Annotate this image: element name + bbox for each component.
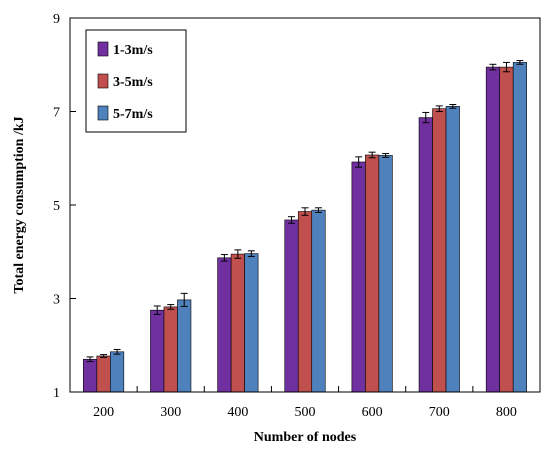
error-bar-1-3m/s-300 <box>153 305 161 315</box>
error-bar-5-7m/s-400 <box>247 250 255 257</box>
bar-3-5m/s-400 <box>230 253 245 393</box>
x-axis: 200 300 400 500 600 700 800 <box>69 386 541 420</box>
bar-1-3m/s-800 <box>485 66 500 393</box>
error-bar-3-5m/s-200 <box>100 354 108 358</box>
y-axis: 1 3 5 7 9 <box>53 12 76 401</box>
bar-3-5m/s-700 <box>432 108 447 393</box>
y-tick-label: 9 <box>53 12 60 27</box>
bar-3-5m/s-500 <box>297 211 313 393</box>
x-tick-label: 600 <box>362 405 383 420</box>
error-bar-1-3m/s-600 <box>355 156 363 168</box>
x-tick-label: 700 <box>429 405 450 420</box>
error-bar-1-3m/s-800 <box>489 63 497 71</box>
x-tick-label: 800 <box>496 405 517 420</box>
error-bar-1-3m/s-500 <box>288 216 295 224</box>
bar-5-7m/s-400 <box>244 253 259 393</box>
error-bar-1-3m/s-400 <box>220 254 228 262</box>
bar-1-3m/s-600 <box>351 161 366 393</box>
bar-3-5m/s-800 <box>499 66 514 393</box>
x-tick-label: 400 <box>227 405 248 420</box>
legend-item-3-5m/s: 3-5m/s <box>97 73 153 90</box>
error-bar-1-3m/s-200 <box>86 356 94 363</box>
error-bars-layer <box>86 60 524 363</box>
y-axis-title: Total energy consumption /kJ <box>12 116 27 293</box>
x-tick-label: 200 <box>93 405 114 420</box>
legend-item-5-7m/s: 5-7m/s <box>97 105 153 122</box>
bar-5-7m/s-500 <box>311 209 326 393</box>
error-bar-3-5m/s-700 <box>435 105 443 112</box>
legend-label: 5-7m/s <box>113 107 153 122</box>
error-bar-5-7m/s-300 <box>180 292 188 307</box>
x-tick-label: 300 <box>160 405 181 420</box>
x-axis-title: Number of nodes <box>254 430 357 445</box>
bar-5-7m/s-800 <box>512 62 527 393</box>
legend-swatch <box>97 73 109 89</box>
error-bar-3-5m/s-800 <box>502 61 510 73</box>
y-tick-label: 5 <box>53 199 60 214</box>
error-bar-5-7m/s-600 <box>382 153 390 158</box>
error-bar-5-7m/s-200 <box>113 348 121 355</box>
x-tick-label: 500 <box>295 405 316 420</box>
bar-5-7m/s-200 <box>110 351 125 393</box>
error-bar-5-7m/s-700 <box>449 103 457 109</box>
legend: 1-3m/s 3-5m/s 5-7m/s <box>85 29 187 133</box>
y-tick-label: 7 <box>53 106 60 121</box>
bar-1-3m/s-500 <box>284 219 299 393</box>
legend-label: 1-3m/s <box>113 43 153 58</box>
error-bar-3-5m/s-500 <box>301 207 309 216</box>
bar-5-7m/s-700 <box>445 106 460 393</box>
bar-3-5m/s-600 <box>365 154 380 393</box>
error-bar-3-5m/s-300 <box>167 304 175 310</box>
y-tick-label: 1 <box>53 386 60 401</box>
bar-5-7m/s-300 <box>177 299 192 393</box>
bars-layer <box>83 62 527 393</box>
error-bar-5-7m/s-800 <box>516 60 524 65</box>
error-bar-1-3m/s-700 <box>422 111 430 124</box>
error-bar-5-7m/s-500 <box>315 207 322 213</box>
legend-swatch <box>97 41 109 57</box>
bar-1-3m/s-200 <box>83 358 98 393</box>
bar-3-5m/s-300 <box>163 306 178 393</box>
bar-5-7m/s-600 <box>378 155 393 393</box>
legend-label: 3-5m/s <box>113 75 153 90</box>
error-bar-3-5m/s-400 <box>234 249 242 259</box>
bar-1-3m/s-400 <box>217 257 232 393</box>
error-bar-3-5m/s-600 <box>368 151 376 159</box>
bar-3-5m/s-200 <box>96 355 111 393</box>
bar-1-3m/s-300 <box>150 309 165 393</box>
legend-swatch <box>97 105 109 121</box>
y-tick-label: 3 <box>53 293 60 308</box>
legend-item-1-3m/s: 1-3m/s <box>97 41 153 58</box>
bar-1-3m/s-700 <box>418 117 433 393</box>
